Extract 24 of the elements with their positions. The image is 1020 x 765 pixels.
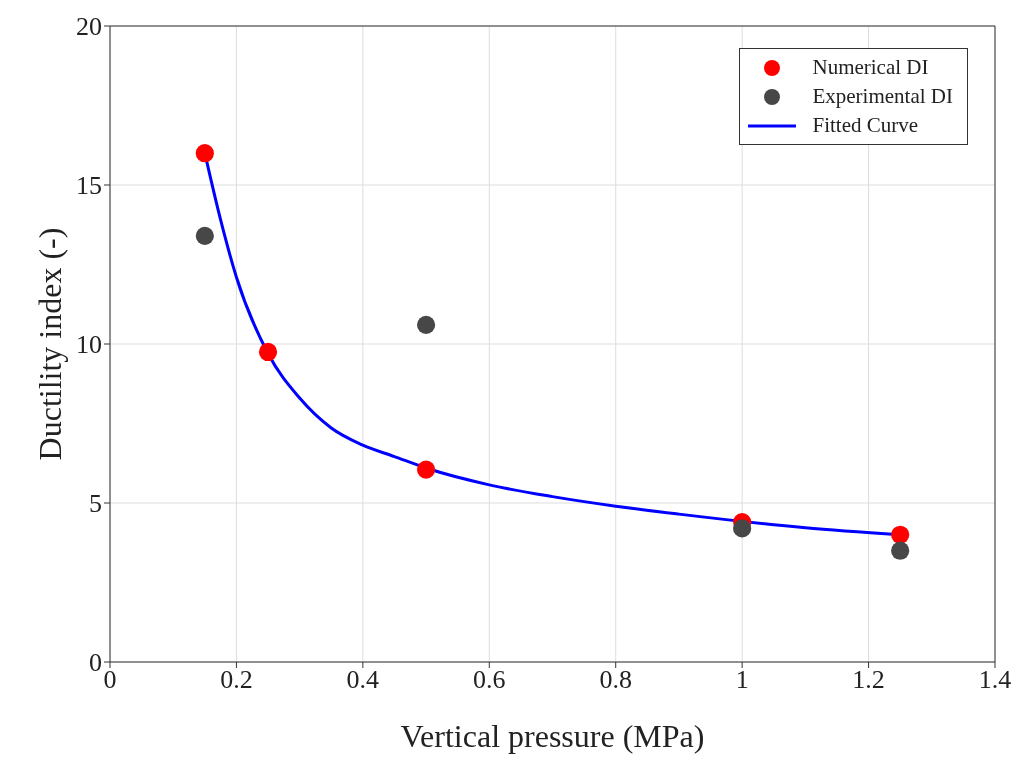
x-tick-label: 1.4 <box>978 665 1012 695</box>
x-tick-label: 0.2 <box>220 665 253 695</box>
point <box>258 342 278 362</box>
point <box>891 525 910 544</box>
y-tick-label: 5 <box>89 489 102 519</box>
x-tick-label: 0.4 <box>346 665 380 695</box>
x-tick-label: 0.8 <box>599 665 632 695</box>
point <box>416 460 436 479</box>
y-tick-label: 20 <box>76 12 102 42</box>
y-tick-label: 15 <box>76 171 102 201</box>
point <box>733 519 752 538</box>
legend-label: Fitted Curve <box>812 113 919 138</box>
y-tick-label: 10 <box>76 330 102 360</box>
x-axis-title: Vertical pressure (MPa) <box>400 717 705 754</box>
legend-label: Experimental DI <box>812 84 953 109</box>
point <box>416 315 436 334</box>
x-tick-label: 1 <box>735 665 749 695</box>
point <box>891 541 910 560</box>
x-tick-label: 0.6 <box>473 665 506 695</box>
point <box>195 226 214 245</box>
point <box>195 144 214 163</box>
x-tick-label: 1.2 <box>852 665 885 695</box>
legend-label: Numerical DI <box>812 55 929 80</box>
y-axis-title: Ductility index (-) <box>32 227 69 461</box>
